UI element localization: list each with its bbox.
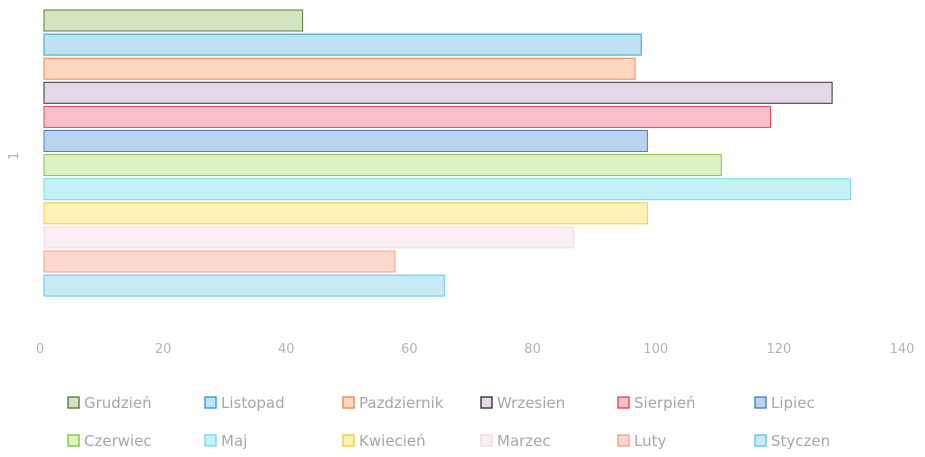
x-tick-label: 20 xyxy=(155,342,172,357)
legend-item-Listopad: Listopad xyxy=(204,394,285,412)
bar-Grudzień xyxy=(43,9,304,32)
legend-item-Grudzień: Grudzień xyxy=(67,394,152,412)
legend-label: Sierpień xyxy=(634,394,696,412)
legend-swatch xyxy=(204,396,217,409)
legend-label: Pazdziernik xyxy=(359,394,444,412)
legend-swatch xyxy=(480,434,493,447)
bar-Kwiecień xyxy=(43,202,648,225)
x-axis-ticks: 0 20 40 60 80 100 120 140 xyxy=(36,342,915,357)
legend-swatch xyxy=(342,396,355,409)
category-label: 1 xyxy=(7,152,22,160)
x-tick-label: 0 xyxy=(36,342,44,357)
legend-swatch xyxy=(342,434,355,447)
legend-swatch xyxy=(754,396,767,409)
x-tick-label: 60 xyxy=(401,342,418,357)
legend-label: Czerwiec xyxy=(84,432,152,450)
legend-label: Lipiec xyxy=(771,394,815,412)
legend: Grudzień Listopad Pazdziernik Wrzesien Sierp… xyxy=(67,394,830,450)
bar-Pazdziernik xyxy=(43,57,636,80)
legend-swatch xyxy=(617,396,630,409)
x-tick-label: 100 xyxy=(643,342,668,357)
bar-Styczen xyxy=(43,274,445,297)
legend-label: Maj xyxy=(221,432,247,450)
bar-Listopad xyxy=(43,33,642,56)
legend-label: Listopad xyxy=(221,394,285,412)
legend-item-Sierpień: Sierpień xyxy=(617,394,696,412)
bar-Lipiec xyxy=(43,130,648,152)
bars xyxy=(43,9,852,297)
bar-Marzec xyxy=(43,226,575,249)
legend-item-Wrzesien: Wrzesien xyxy=(480,394,565,412)
legend-label: Kwiecień xyxy=(359,432,426,450)
legend-item-Marzec: Marzec xyxy=(480,432,551,450)
x-tick-label: 140 xyxy=(890,342,915,357)
legend-item-Pazdziernik: Pazdziernik xyxy=(342,394,444,412)
legend-item-Styczen: Styczen xyxy=(754,432,830,450)
legend-swatch xyxy=(204,434,217,447)
legend-item-Maj: Maj xyxy=(204,432,247,450)
legend-swatch xyxy=(754,434,767,447)
x-tick-label: 80 xyxy=(524,342,541,357)
x-tick-label: 40 xyxy=(278,342,295,357)
bar-Wrzesien xyxy=(43,81,833,104)
legend-label: Luty xyxy=(634,432,666,450)
legend-item-Czerwiec: Czerwiec xyxy=(67,432,152,450)
legend-swatch xyxy=(67,434,80,447)
bar-Czerwiec xyxy=(43,154,722,177)
bar-Sierpień xyxy=(43,105,772,128)
legend-label: Wrzesien xyxy=(497,394,565,412)
legend-swatch xyxy=(67,396,80,409)
legend-item-Kwiecień: Kwiecień xyxy=(342,432,426,450)
legend-label: Styczen xyxy=(771,432,830,450)
bar-Luty xyxy=(43,250,396,273)
x-tick-label: 120 xyxy=(766,342,791,357)
legend-item-Luty: Luty xyxy=(617,432,666,450)
bar-Maj xyxy=(43,178,852,201)
legend-swatch xyxy=(617,434,630,447)
legend-label: Grudzień xyxy=(84,394,152,412)
legend-label: Marzec xyxy=(497,432,551,450)
legend-item-Lipiec: Lipiec xyxy=(754,394,815,412)
legend-swatch xyxy=(480,396,493,409)
